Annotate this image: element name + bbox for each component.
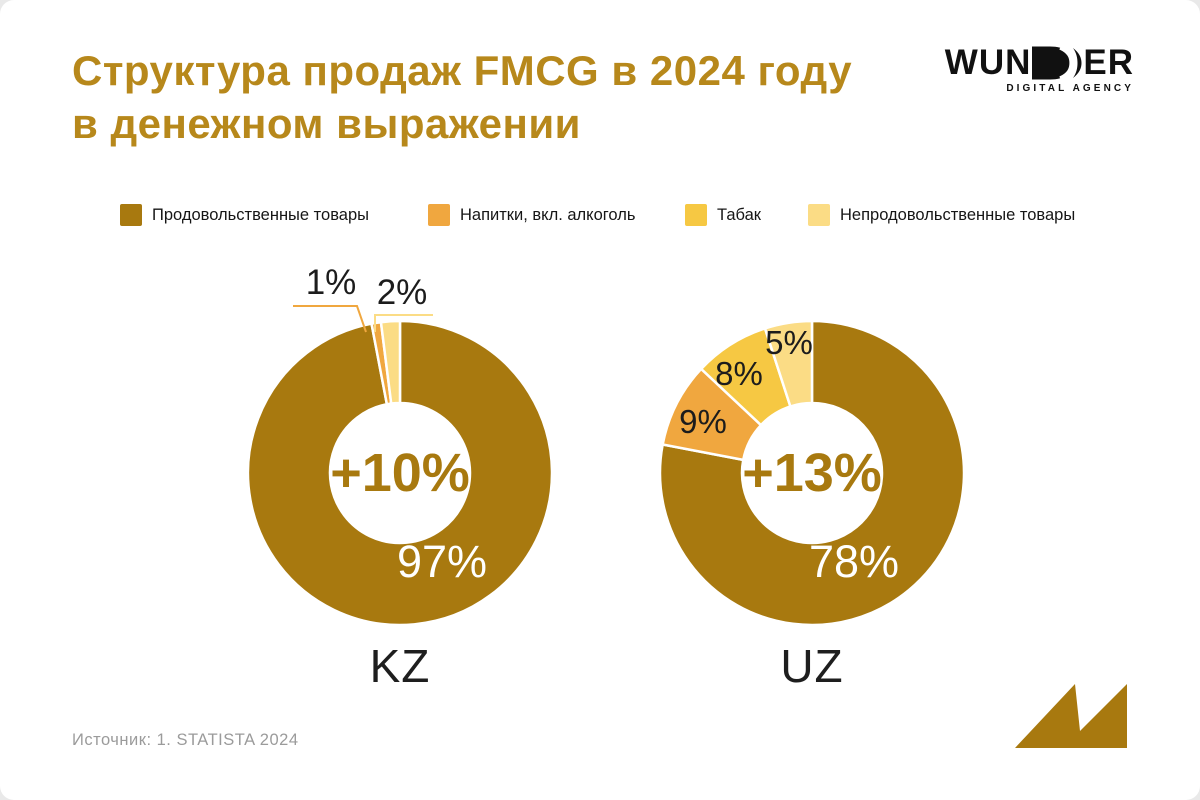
donut-segment — [763, 319, 814, 409]
uz-label-tobacco: 8% — [715, 355, 763, 392]
kz-country-label: KZ — [369, 640, 431, 692]
kz-donut-svg — [246, 319, 554, 627]
uz-country-label: UZ — [780, 640, 844, 692]
donut-segment — [246, 319, 554, 627]
uz-label-nonfood: 5% — [765, 324, 813, 361]
legend-item-nonfood: Непродовольственные товары — [808, 204, 1075, 226]
logo-tagline: DIGITAL AGENCY — [1006, 83, 1134, 94]
legend-item-food: Продовольственные товары — [120, 204, 369, 226]
page-title-line1: Структура продаж FMCG в 2024 году — [72, 47, 853, 94]
donut-segment — [658, 319, 966, 627]
uz-donut-svg — [658, 319, 966, 627]
kz-main-share-label: 97% — [396, 536, 488, 587]
uz-main-share-label: 78% — [808, 536, 900, 587]
wunder-mountain-mark-icon — [1015, 684, 1127, 748]
legend-label-food: Продовольственные товары — [152, 205, 370, 224]
wordmark-text-right: ER — [1083, 43, 1134, 82]
uz-growth-label: +13% — [742, 443, 882, 503]
double-d-logo-icon — [1032, 46, 1082, 80]
legend-swatch-drinks — [428, 204, 450, 226]
legend-swatch-food — [120, 204, 142, 226]
legend-label-nonfood: Непродовольственные товары — [840, 205, 1076, 224]
kz-callout-drinks: 1% — [305, 263, 357, 302]
source-note: Источник: 1. STATISTA 2024 — [72, 731, 299, 749]
kz-callout-nonfood: 2% — [376, 273, 428, 312]
kz-donut-chart: 1% 2% +10% 97% KZ — [230, 255, 570, 700]
legend-label-tobacco: Табак — [717, 205, 761, 224]
legend-swatch-tobacco — [685, 204, 707, 226]
uz-label-drinks: 9% — [679, 403, 727, 440]
page-title-line2: в денежном выражении — [72, 100, 581, 147]
page-title: Структура продаж FMCG в 2024 году в дене… — [72, 44, 852, 150]
legend-item-tobacco: Табак — [685, 204, 761, 226]
legend-swatch-nonfood — [808, 204, 830, 226]
kz-growth-label: +10% — [330, 443, 470, 503]
legend-label-drinks: Напитки, вкл. алкоголь — [460, 205, 636, 224]
uz-donut-chart: 9% 8% 5% +13% 78% UZ — [642, 255, 982, 700]
wunder-logo: WUN ER DIGITAL AGENCY — [944, 43, 1134, 94]
wunder-wordmark: WUN ER — [944, 43, 1134, 82]
wordmark-text-left: WUN — [944, 43, 1032, 82]
legend-item-drinks: Напитки, вкл. алкоголь — [428, 204, 635, 226]
